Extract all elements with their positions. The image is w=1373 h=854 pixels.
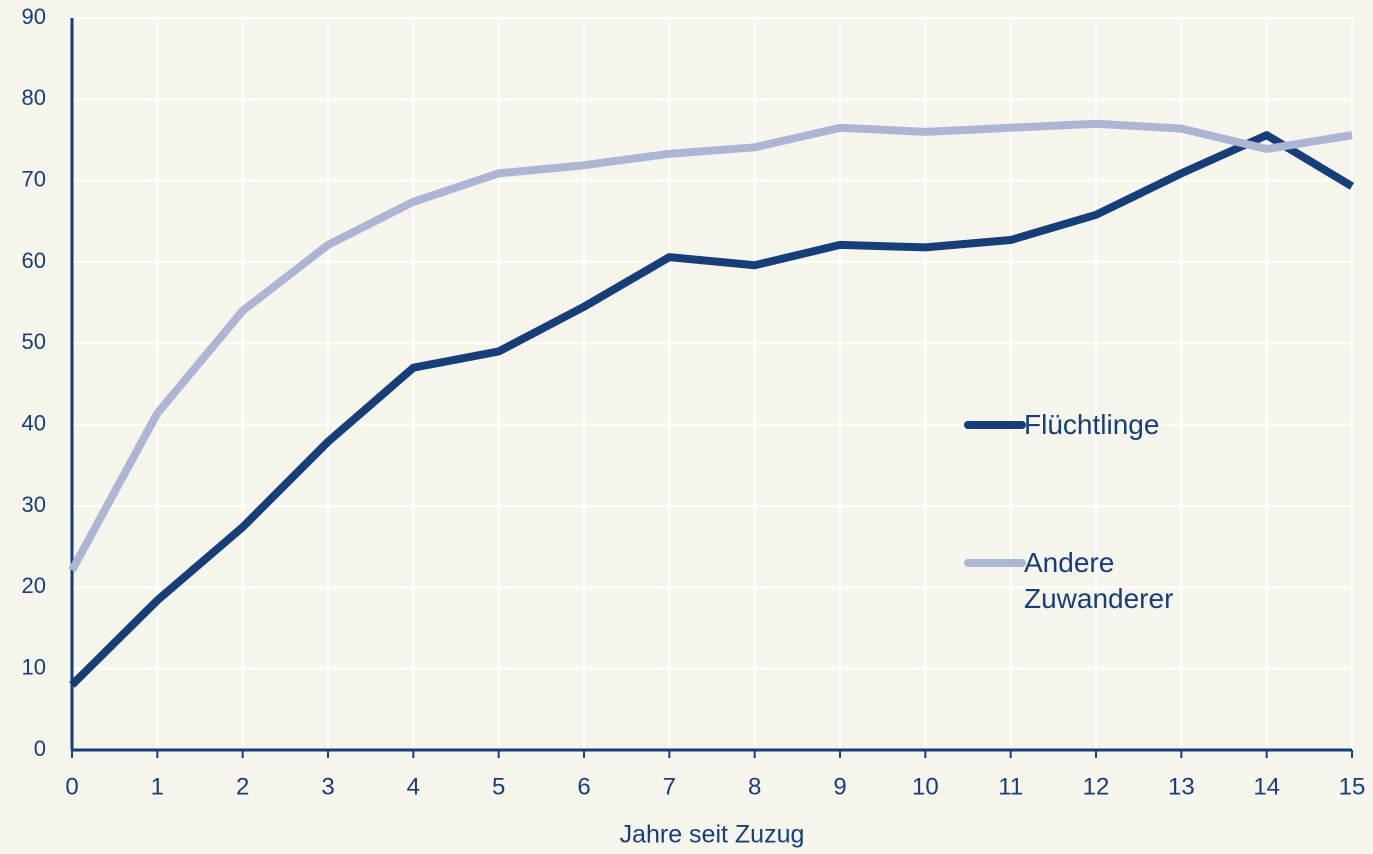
- series-line: [68, 119, 1353, 573]
- x-tick-label: 4: [407, 773, 420, 800]
- series-line: [69, 131, 1355, 688]
- x-tick-label: 5: [492, 773, 505, 800]
- y-tick-label: 40: [22, 410, 46, 435]
- x-tick-label: 10: [912, 773, 939, 800]
- x-axis-label: Jahre seit Zuzug: [620, 821, 805, 849]
- x-tick-label: 7: [663, 773, 676, 800]
- x-tick-label: 11: [998, 773, 1023, 800]
- x-tick-label: 3: [321, 773, 334, 800]
- x-tick-label: 14: [1253, 773, 1280, 800]
- x-tick-label: 15: [1339, 773, 1366, 800]
- legend-label: Andere Zuwanderer: [1024, 547, 1174, 614]
- x-tick-label: 12: [1083, 773, 1110, 800]
- x-tick-label: 6: [577, 773, 590, 800]
- x-tick-label: 1: [151, 773, 164, 800]
- legend-label: Flüchtlinge: [1024, 409, 1160, 440]
- x-tick-label: 8: [748, 773, 761, 800]
- x-tick-label: 9: [833, 773, 846, 800]
- y-tick-label: 10: [22, 654, 46, 679]
- x-tick-label: 13: [1168, 773, 1195, 800]
- y-tick-label: 60: [22, 248, 46, 273]
- y-tick-label: 80: [22, 85, 46, 110]
- y-tick-label: 70: [22, 166, 46, 191]
- y-tick-label: 50: [22, 329, 46, 354]
- y-tick-label: 20: [22, 573, 46, 598]
- x-tick-label: 0: [65, 773, 78, 800]
- x-tick-label: 2: [236, 773, 249, 800]
- y-tick-label: 30: [22, 492, 46, 517]
- y-tick-label: 90: [22, 4, 46, 29]
- y-tick-label: 0: [34, 736, 46, 761]
